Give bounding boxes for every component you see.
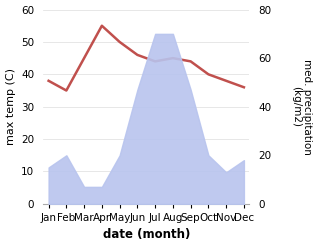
Y-axis label: max temp (C): max temp (C) — [5, 68, 16, 145]
X-axis label: date (month): date (month) — [103, 228, 190, 242]
Y-axis label: med. precipitation
(kg/m2): med. precipitation (kg/m2) — [291, 59, 313, 155]
